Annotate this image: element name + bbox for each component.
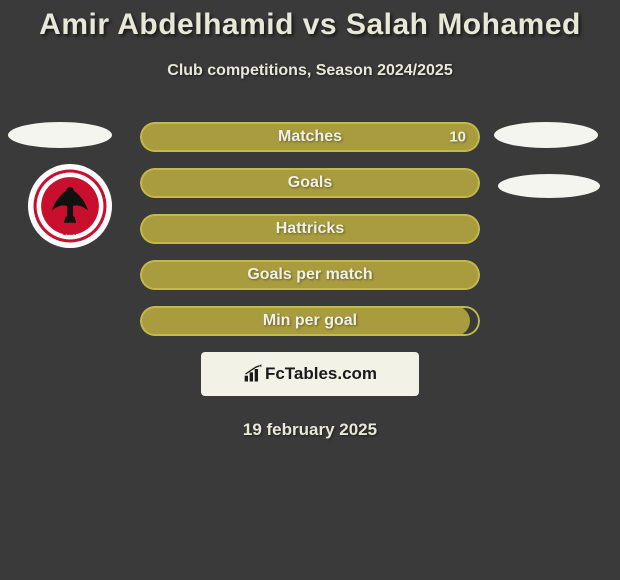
player-right-ellipse-2 [498,174,600,198]
stat-label: Min per goal [263,312,357,330]
bars-icon [243,364,263,384]
stat-row: Goals per match [140,260,480,290]
stat-row: Hattricks [140,214,480,244]
stat-rows: Matches 10 Goals Hattricks Goals per match Mi… [140,122,480,336]
stats-area: 1907 Matches 10 Goals Hattricks Goals per ma… [0,122,620,336]
stat-row: Goals [140,168,480,198]
club-logo: 1907 [28,164,112,248]
stat-value: 10 [449,129,466,146]
stat-label: Goals [288,174,332,192]
stat-row: Matches 10 [140,122,480,152]
branding-text: FcTables.com [265,364,377,384]
subtitle: Club competitions, Season 2024/2025 [0,62,620,80]
page-title: Amir Abdelhamid vs Salah Mohamed [0,8,620,42]
player-right-ellipse-1 [494,122,598,148]
logo-year: 1907 [62,230,77,237]
stat-label: Hattricks [276,220,344,238]
comparison-infographic: Amir Abdelhamid vs Salah Mohamed Club co… [0,0,620,580]
date-label: 19 february 2025 [0,420,620,440]
stat-label: Goals per match [247,266,372,284]
stat-label: Matches [278,128,342,146]
player-left-ellipse-1 [8,122,112,148]
al-ahly-crest-icon: 1907 [32,168,108,244]
stat-row: Min per goal [140,306,480,336]
branding-badge: FcTables.com [201,352,419,396]
